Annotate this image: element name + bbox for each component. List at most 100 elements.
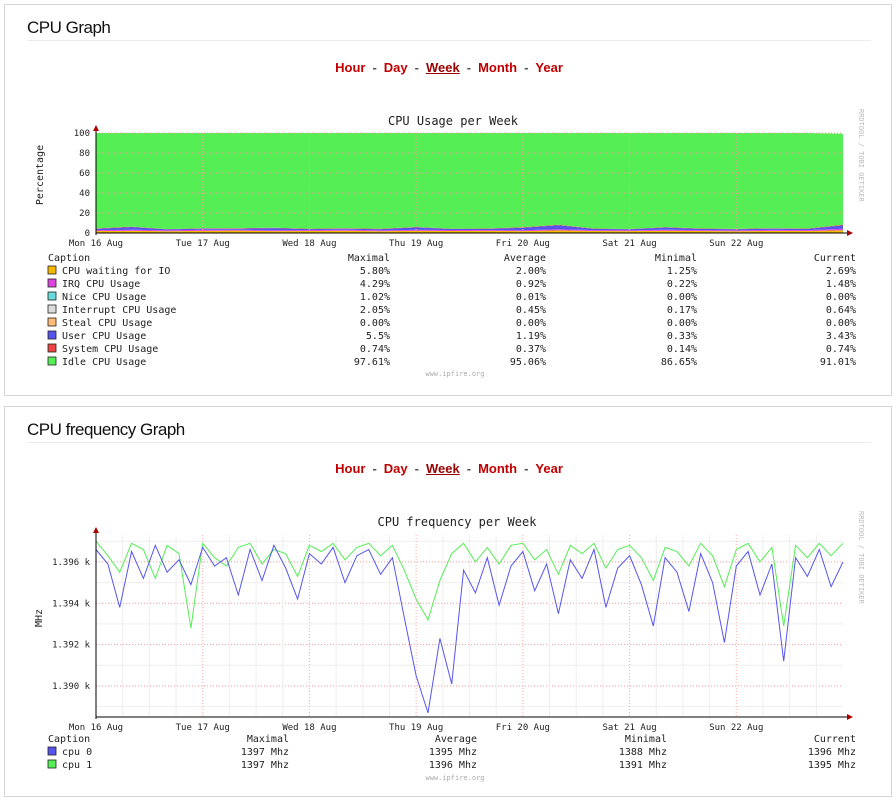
legend-value-max: 0.00% xyxy=(360,318,390,329)
freq-footer-watermark: www.ipfire.org xyxy=(425,774,484,782)
legend-value-avg: 1395 Mhz xyxy=(429,747,477,758)
legend-header: Minimal xyxy=(655,253,697,264)
legend-value-max: 97.61% xyxy=(354,357,390,368)
freq-chart-ylabel: MHz xyxy=(34,609,45,627)
y-tick-label: 1.390 k xyxy=(52,682,91,692)
frequency-heading-rule xyxy=(27,442,871,443)
nav-separator: - xyxy=(372,461,377,476)
x-tick-label: Fri 20 Aug xyxy=(496,723,550,733)
cpu-chart-ticks: 0 20 40 60 80 100 Mon 16 Aug Tue 17 Aug Wed 18 A… xyxy=(69,129,763,249)
legend-value-max: 1.02% xyxy=(360,292,390,303)
legend-value-cur: 0.64% xyxy=(826,305,856,316)
legend-header: Current xyxy=(814,734,856,745)
legend-swatch xyxy=(47,265,57,275)
legend-value-avg: 0.37% xyxy=(516,344,546,355)
legend-header: Caption xyxy=(48,734,90,745)
legend-swatch xyxy=(47,278,57,288)
legend-swatch xyxy=(47,291,57,301)
cpu-nav-month-link[interactable]: Month xyxy=(478,60,518,75)
frequency-period-nav: Hour - Day - Week - Month - Year xyxy=(5,461,893,476)
frequency-graph-heading: CPU frequency Graph xyxy=(27,420,185,439)
cpu-usage-chart: CPU Usage per Week Percentage RRDTOOL / … xyxy=(35,109,865,378)
x-tick-label: Wed 18 Aug xyxy=(282,239,336,249)
freq-chart-lines xyxy=(95,540,844,714)
cpu-frequency-panel: CPU frequency Graph Hour - Day - Week - Month -… xyxy=(4,406,892,797)
legend-series-name: Interrupt CPU Usage xyxy=(62,305,176,316)
freq-nav-hour-link[interactable]: Hour xyxy=(335,461,366,476)
legend-value-min: 1.25% xyxy=(667,266,697,277)
y-tick-label: 40 xyxy=(79,189,90,199)
line-cpu-0 xyxy=(95,543,844,714)
legend-swatch xyxy=(47,759,57,769)
cpu-nav-day-link[interactable]: Day xyxy=(383,60,408,75)
legend-swatch xyxy=(47,746,57,756)
freq-legend-table: Caption Maximal Average Minimal Current cpu 0… xyxy=(47,734,856,771)
legend-value-cur: 1396 Mhz xyxy=(808,747,856,758)
cpu-nav-hour-link[interactable]: Hour xyxy=(335,60,366,75)
legend-series-name: System CPU Usage xyxy=(62,344,158,355)
legend-value-avg: 0.92% xyxy=(516,279,546,290)
legend-swatch xyxy=(47,304,57,314)
legend-value-avg: 0.00% xyxy=(516,318,546,329)
nav-separator: - xyxy=(372,60,377,75)
cpu-nav-week-link[interactable]: Week xyxy=(426,60,460,75)
legend-value-cur: 91.01% xyxy=(820,357,856,368)
nav-separator: - xyxy=(466,461,472,476)
legend-value-max: 0.74% xyxy=(360,344,390,355)
y-tick-label: 60 xyxy=(79,169,90,179)
legend-value-avg: 1.19% xyxy=(516,331,546,342)
nav-separator: - xyxy=(524,60,529,75)
legend-value-min: 0.14% xyxy=(667,344,697,355)
x-tick-label: Thu 19 Aug xyxy=(389,239,443,249)
legend-value-max: 1397 Mhz xyxy=(241,747,289,758)
legend-value-avg: 95.06% xyxy=(510,357,546,368)
x-tick-label: Sun 22 Aug xyxy=(709,723,763,733)
legend-series-name: User CPU Usage xyxy=(62,331,146,342)
freq-chart-grid xyxy=(95,535,843,717)
legend-value-avg: 1396 Mhz xyxy=(429,760,477,771)
cpu-chart-axes xyxy=(93,125,853,236)
legend-value-max: 4.29% xyxy=(360,279,390,290)
x-tick-label: Mon 16 Aug xyxy=(69,723,123,733)
legend-value-avg: 0.01% xyxy=(516,292,546,303)
rrdtool-watermark: RRDTOOL / TOBI OETIKER xyxy=(857,511,865,605)
legend-value-min: 86.65% xyxy=(661,357,697,368)
x-tick-label: Thu 19 Aug xyxy=(389,723,443,733)
freq-chart-title: CPU frequency per Week xyxy=(378,515,538,529)
legend-value-cur: 2.69% xyxy=(826,266,856,277)
cpu-graph-heading: CPU Graph xyxy=(27,18,111,37)
cpu-period-nav: Hour - Day - Week - Month - Year xyxy=(5,60,893,75)
cpu-legend-table: Caption Maximal Average Minimal Current CPU w… xyxy=(47,253,856,368)
legend-value-min: 0.17% xyxy=(667,305,697,316)
legend-series-name: Idle CPU Usage xyxy=(62,357,146,368)
legend-value-max: 5.5% xyxy=(366,331,390,342)
freq-chart-ticks: 1.390 k 1.392 k 1.394 k 1.396 k Mon 16 Aug Tu… xyxy=(52,558,763,733)
area-cpu-waiting-for-io xyxy=(96,230,843,233)
y-tick-label: 0 xyxy=(85,229,90,239)
area-user-cpu-usage xyxy=(96,225,843,231)
cpu-nav-year-link[interactable]: Year xyxy=(535,60,563,75)
x-tick-label: Mon 16 Aug xyxy=(69,239,123,249)
cpu-footer-watermark: www.ipfire.org xyxy=(425,370,484,378)
legend-header: Caption xyxy=(48,253,90,264)
freq-nav-week-link[interactable]: Week xyxy=(426,461,460,476)
legend-header: Average xyxy=(504,253,546,264)
legend-value-avg: 0.45% xyxy=(516,305,546,316)
legend-header: Maximal xyxy=(247,734,289,745)
x-tick-label: Sat 21 Aug xyxy=(602,239,656,249)
legend-series-name: CPU waiting for IO xyxy=(62,266,170,277)
legend-value-min: 0.00% xyxy=(667,292,697,303)
cpu-frequency-chart: CPU frequency per Week MHz RRDTOOL / TOB… xyxy=(34,511,865,782)
nav-separator: - xyxy=(414,60,419,75)
freq-nav-month-link[interactable]: Month xyxy=(478,461,518,476)
y-tick-label: 100 xyxy=(74,129,90,139)
legend-value-min: 0.00% xyxy=(667,318,697,329)
area-system-cpu-usage xyxy=(96,224,843,230)
y-tick-label: 1.392 k xyxy=(52,641,91,651)
freq-nav-day-link[interactable]: Day xyxy=(383,461,408,476)
freq-nav-year-link[interactable]: Year xyxy=(535,461,563,476)
x-tick-label: Wed 18 Aug xyxy=(282,723,336,733)
legend-value-cur: 0.74% xyxy=(826,344,856,355)
y-axis-arrow xyxy=(93,125,99,131)
y-tick-label: 20 xyxy=(79,209,90,219)
